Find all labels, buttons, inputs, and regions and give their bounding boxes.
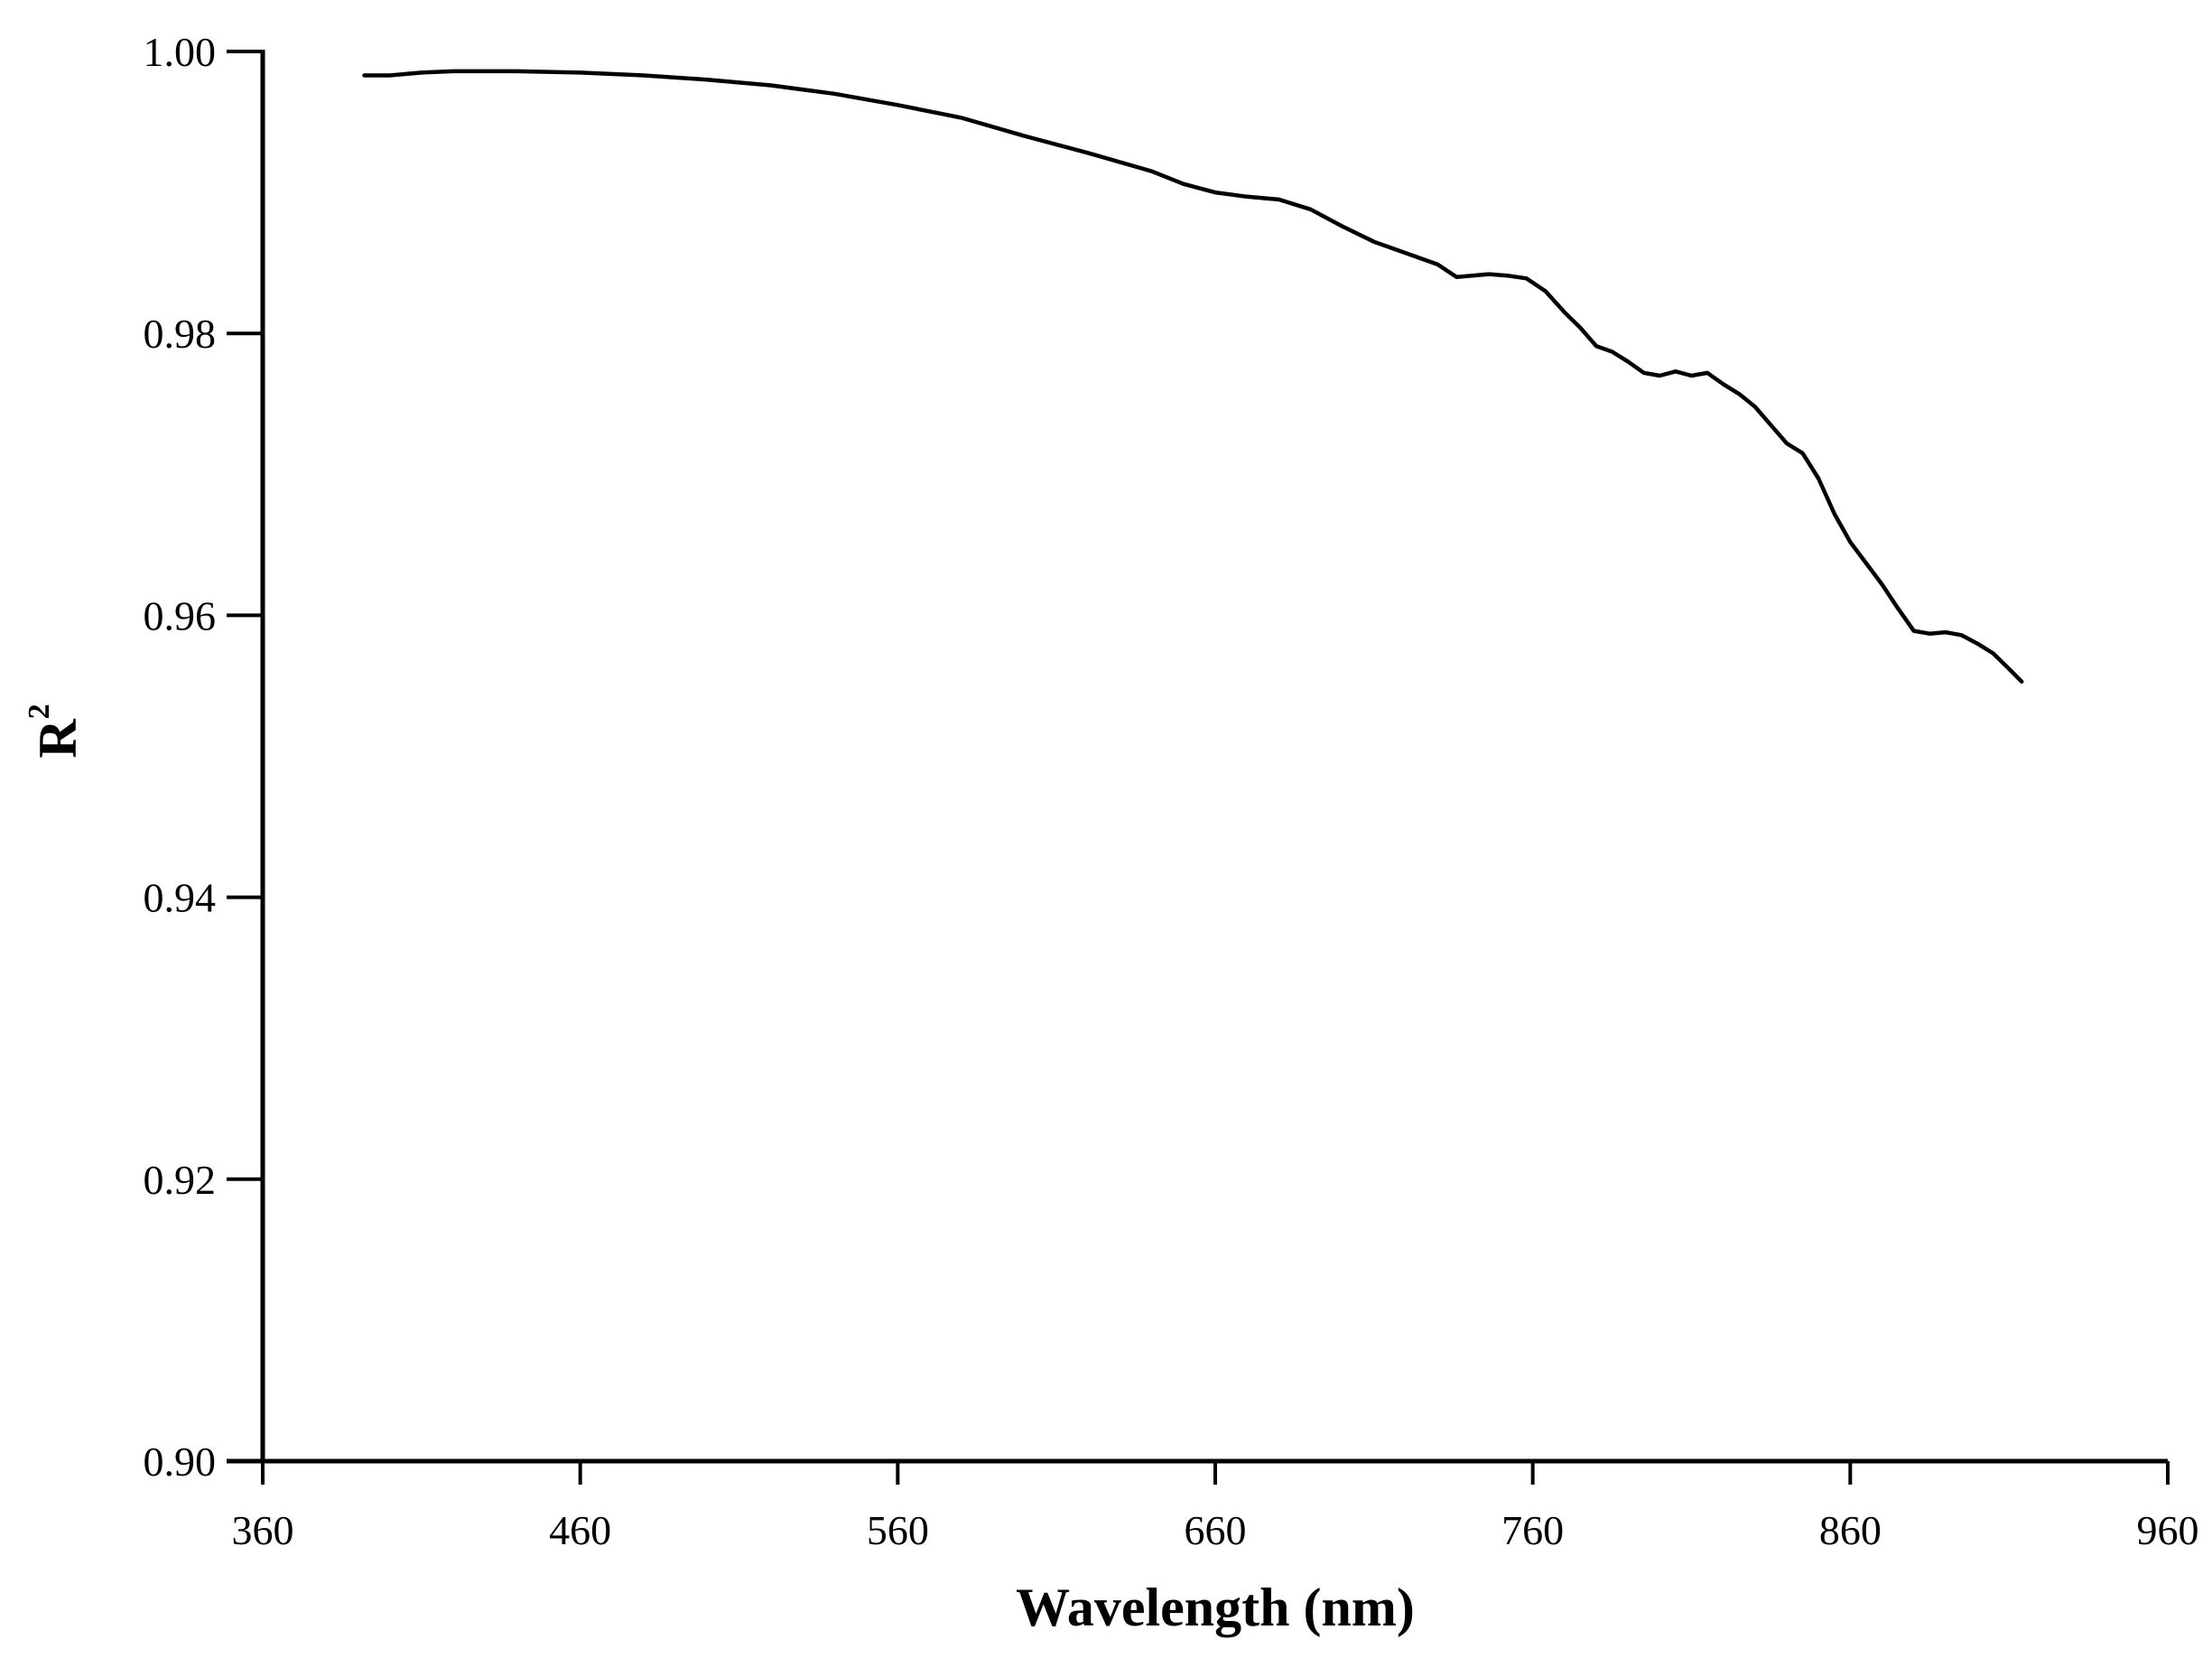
x-tick-label: 760: [1501, 1507, 1564, 1553]
x-tick-label: 860: [1819, 1507, 1882, 1553]
y-tick-label: 0.92: [144, 1157, 217, 1203]
x-tick-label: 460: [549, 1507, 611, 1553]
y-tick-label: 0.96: [144, 592, 217, 638]
x-tick-label: 960: [2137, 1507, 2199, 1553]
series: [362, 69, 2024, 685]
y-ticks: 0.90 0.92 0.94 0.96 0.98 1.00: [144, 29, 263, 1485]
axes: [227, 50, 2168, 1464]
x-tick-label: 360: [232, 1507, 294, 1553]
x-tick-label: 660: [1185, 1507, 1247, 1553]
series-line: [362, 69, 2024, 685]
y-tick-label: 0.98: [144, 311, 217, 357]
y-axis-title-base: R: [28, 719, 88, 759]
x-tick-label: 560: [867, 1507, 929, 1553]
y-tick-label: 0.90: [144, 1439, 217, 1485]
y-axis-title-superscript: 2: [23, 703, 56, 719]
y-axis-title: R2: [23, 703, 88, 758]
y-tick-label: 1.00: [144, 29, 217, 75]
y-tick-label: 0.94: [144, 875, 217, 921]
x-ticks: 360 460 560 660 760 860 960: [232, 1461, 2199, 1553]
x-axis-title: Wavelength (nm): [1016, 1578, 1415, 1637]
